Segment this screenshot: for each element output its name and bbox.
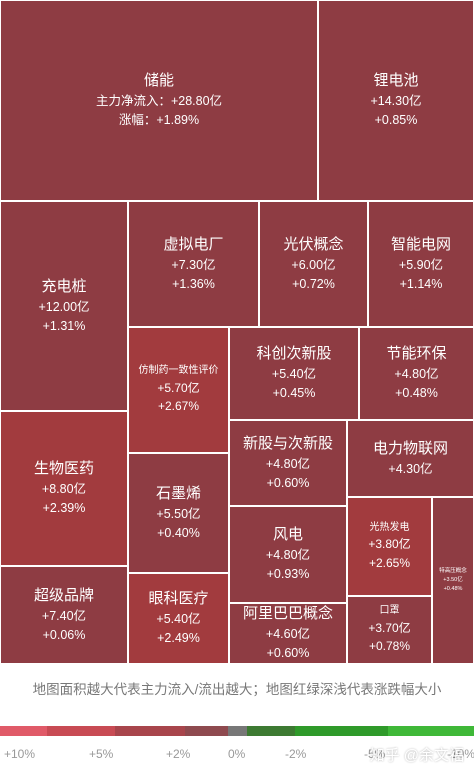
color-scale-label: 0% [228,747,246,761]
tile-net-inflow: +5.50亿 [156,506,201,521]
color-scale-bar [0,726,474,736]
tile-change-pct: +0.06% [42,627,86,642]
tile-change-pct: +0.48% [443,585,463,592]
watermark: 知乎 @余文福 [369,747,464,764]
tile-name: 虚拟电厂 [163,235,224,253]
tile-change-pct: +0.85% [374,113,418,128]
color-scale-segment [185,726,228,736]
legend-caption: 地图面积越大代表主力流入/流出越大；地图红绿深浅代表涨跌幅大小 [32,682,442,697]
color-scale-segment [47,726,115,736]
tile-net-inflow: +3.70亿 [368,620,411,635]
treemap-tile[interactable]: 电力物联网 +4.30亿 [347,420,474,497]
treemap-tile[interactable]: 特高压概念 +3.50亿 +0.48% [432,497,474,664]
tile-change-pct: +2.49% [157,631,200,646]
tile-change-pct: +0.45% [272,386,316,401]
tile-name: 充电桩 [41,277,87,295]
treemap-tile[interactable]: 新股与次新股 +4.80亿 +0.60% [229,420,347,506]
tile-name: 新股与次新股 [242,434,333,452]
tile-net-inflow: +5.90亿 [398,257,444,272]
tile-name: 生物医药 [33,460,94,478]
tile-net-inflow: +3.80亿 [368,537,411,552]
treemap-tile[interactable]: 生物医药 +8.80亿 +2.39% [0,411,128,566]
tile-net-inflow: +4.60亿 [265,627,311,641]
tile-change-pct: +0.93% [266,567,310,582]
tile-net-inflow: +3.50亿 [443,577,463,584]
treemap-tile[interactable]: 节能环保 +4.80亿 +0.48% [359,327,474,420]
tile-net-inflow: +8.80亿 [41,482,87,496]
tile-change-pct: +0.78% [368,639,411,654]
tile-net-inflow: +12.00亿 [38,299,90,314]
color-scale-segment [295,726,388,736]
treemap-tile[interactable]: 储能主力净流入：+28.80亿 涨幅：+1.89% [0,0,318,201]
tile-change-pct: +0.72% [292,276,335,291]
tile-net-inflow: +14.30亿 [370,94,422,108]
tile-net-inflow: 主力净流入：+28.80亿 [95,94,223,108]
tile-change-pct: 涨幅：+1.89% [118,113,200,128]
tile-name: 储能 [143,72,174,90]
color-scale-segment [115,726,185,736]
treemap-tile[interactable]: 光热发电 +3.80亿 +2.65% [347,497,432,596]
color-scale-segment [228,726,247,736]
tile-name: 科创次新股 [256,345,332,363]
tile-name: 仿制药一致性评价 [138,365,219,377]
tile-net-inflow: +4.30亿 [388,461,433,476]
color-scale-segment [388,726,474,736]
tile-net-inflow: +7.30亿 [171,257,216,272]
treemap-tile[interactable]: 锂电池 +14.30亿 +0.85% [318,0,474,201]
tile-change-pct: +0.48% [395,386,438,401]
treemap-tile[interactable]: 仿制药一致性评价 +5.70亿 +2.67% [128,327,229,453]
treemap: 储能主力净流入：+28.80亿 涨幅：+1.89% 锂电池 +14.30亿 +0.85%… [0,0,474,664]
color-scale-label: -5% [364,747,386,761]
tile-change-pct: +0.60% [266,646,310,661]
tile-name: 眼科医疗 [148,590,209,608]
tile-change-pct: +0.60% [266,475,310,490]
treemap-tile[interactable]: 阿里巴巴概念 +4.60亿 +0.60% [229,603,347,664]
treemap-tile[interactable]: 眼科医疗 +5.40亿 +2.49% [128,573,229,664]
tile-name: 特高压概念 [439,568,467,575]
treemap-tile[interactable]: 石墨烯 +5.50亿 +0.40% [128,453,229,573]
color-scale-label: -10% [447,747,474,761]
tile-change-pct: +2.65% [368,555,411,570]
tile-name: 口罩 [379,605,400,617]
treemap-tile[interactable]: 口罩 +3.70亿 +0.78% [347,596,432,664]
tile-net-inflow: +7.40亿 [41,608,87,623]
treemap-tile[interactable]: 虚拟电厂 +7.30亿 +1.36% [128,201,259,327]
treemap-tile[interactable]: 超级品牌 +7.40亿 +0.06% [0,566,128,664]
tile-name: 智能电网 [390,235,451,253]
treemap-tile[interactable]: 风电 +4.80亿 +0.93% [229,506,347,603]
tile-name: 锂电池 [373,72,419,90]
treemap-tile[interactable]: 智能电网 +5.90亿 +1.14% [368,201,474,327]
tile-change-pct: +2.39% [42,501,86,516]
tile-name: 风电 [272,526,303,544]
color-scale-labels: +10% +5% +2% 0% -2% -5% -10% [0,747,474,777]
tile-net-inflow: +5.40亿 [156,612,201,626]
tile-change-pct: +1.31% [42,318,86,333]
tile-net-inflow: +4.80亿 [394,367,439,381]
tile-change-pct: +2.67% [157,399,200,414]
tile-change-pct: +1.14% [399,276,443,291]
treemap-tile[interactable]: 充电桩 +12.00亿 +1.31% [0,201,128,411]
tile-net-inflow: +4.80亿 [265,548,311,562]
color-scale-label: -2% [285,747,307,761]
color-scale-segment [247,726,295,736]
tile-name: 超级品牌 [33,586,94,604]
color-scale-segment [0,726,47,736]
tile-change-pct: +0.40% [157,525,200,540]
tile-name: 石墨烯 [155,484,201,502]
tile-name: 光伏概念 [283,235,344,253]
tile-net-inflow: +4.80亿 [265,456,311,471]
tile-net-inflow: +5.70亿 [157,380,200,395]
tile-name: 电力物联网 [372,439,448,457]
treemap-tile[interactable]: 光伏概念 +6.00亿 +0.72% [259,201,368,327]
tile-name: 光热发电 [369,521,410,533]
color-scale-label: +5% [89,747,114,761]
tile-name: 节能环保 [386,345,447,363]
treemap-tile[interactable]: 科创次新股 +5.40亿 +0.45% [229,327,359,420]
tile-net-inflow: +6.00亿 [291,257,336,272]
tile-change-pct: +1.36% [172,276,215,291]
tile-name: 阿里巴巴概念 [242,605,333,623]
tile-net-inflow: +5.40亿 [271,367,317,381]
color-scale-label: +2% [166,747,191,761]
color-scale-label: +10% [4,747,36,761]
